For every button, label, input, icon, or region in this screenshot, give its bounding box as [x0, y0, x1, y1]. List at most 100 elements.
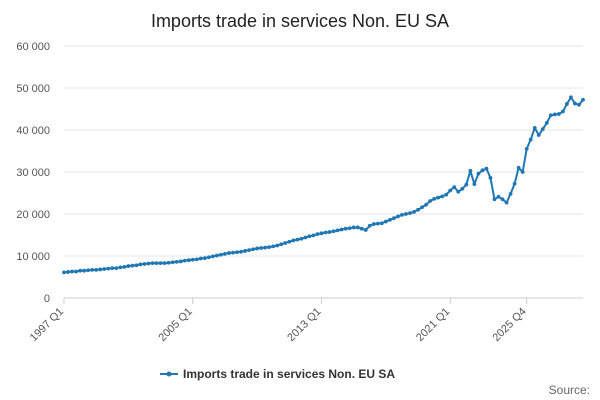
data-point[interactable] [536, 133, 541, 137]
data-point[interactable] [219, 252, 223, 257]
data-point[interactable] [548, 113, 553, 118]
data-point[interactable] [396, 214, 400, 219]
data-point[interactable] [432, 196, 437, 201]
data-point[interactable] [383, 219, 388, 224]
data-point[interactable] [416, 207, 420, 212]
data-point[interactable] [400, 212, 404, 217]
data-point[interactable] [408, 211, 412, 216]
data-point[interactable] [500, 197, 505, 202]
data-point[interactable] [122, 265, 127, 269]
data-point[interactable] [367, 223, 372, 228]
data-point[interactable] [74, 269, 78, 274]
data-point[interactable] [387, 217, 392, 222]
data-point[interactable] [243, 249, 247, 253]
data-point[interactable] [114, 266, 119, 271]
data-point[interactable] [569, 95, 573, 100]
data-point[interactable] [295, 237, 300, 242]
data-point[interactable] [508, 191, 513, 196]
data-point[interactable] [420, 205, 424, 210]
data-point[interactable] [146, 261, 151, 266]
data-point[interactable] [162, 261, 167, 266]
data-point[interactable] [404, 212, 408, 216]
data-point[interactable] [110, 266, 115, 271]
data-point[interactable] [307, 234, 312, 239]
data-point[interactable] [512, 181, 517, 186]
data-point[interactable] [223, 252, 227, 256]
data-point[interactable] [436, 195, 441, 200]
data-point[interactable] [206, 255, 211, 260]
data-point[interactable] [174, 259, 179, 264]
data-point[interactable] [577, 102, 581, 107]
data-point[interactable] [194, 257, 199, 262]
data-point[interactable] [134, 263, 139, 268]
data-point[interactable] [154, 261, 159, 266]
data-point[interactable] [476, 171, 481, 176]
data-point[interactable] [126, 264, 131, 268]
data-point[interactable] [532, 126, 537, 130]
data-point[interactable] [287, 239, 292, 244]
data-point[interactable] [86, 268, 91, 273]
data-point[interactable] [166, 260, 171, 265]
data-point[interactable] [331, 229, 336, 234]
data-point[interactable] [66, 270, 70, 274]
data-point[interactable] [359, 226, 364, 231]
data-point[interactable] [520, 170, 525, 174]
data-point[interactable] [255, 246, 260, 251]
data-point[interactable] [247, 248, 251, 253]
data-point[interactable] [496, 194, 501, 199]
data-point[interactable] [94, 267, 99, 272]
source-credit[interactable]: Source: [549, 383, 590, 397]
legend[interactable]: Imports trade in services Non. EU SA [160, 367, 395, 381]
data-point[interactable] [275, 243, 280, 248]
data-point[interactable] [428, 199, 433, 203]
data-point[interactable] [492, 197, 497, 202]
data-point[interactable] [516, 165, 521, 170]
data-point[interactable] [315, 232, 320, 237]
data-point[interactable] [371, 222, 376, 226]
data-point[interactable] [82, 268, 87, 273]
data-point[interactable] [581, 97, 585, 102]
data-point[interactable] [291, 238, 296, 243]
data-point[interactable] [472, 182, 477, 187]
data-point[interactable] [460, 186, 465, 191]
data-point[interactable] [239, 249, 243, 254]
data-point[interactable] [299, 236, 304, 241]
data-point[interactable] [98, 267, 103, 272]
data-point[interactable] [78, 268, 82, 273]
data-point[interactable] [198, 256, 203, 261]
data-point[interactable] [271, 244, 276, 249]
data-point[interactable] [323, 230, 328, 235]
data-point[interactable] [392, 216, 396, 221]
data-point[interactable] [504, 200, 509, 205]
data-point[interactable] [327, 230, 332, 234]
data-point[interactable] [263, 245, 268, 250]
data-point[interactable] [556, 112, 561, 116]
data-point[interactable] [210, 254, 215, 259]
data-point[interactable] [227, 251, 231, 255]
data-point[interactable] [235, 250, 239, 255]
data-point[interactable] [214, 253, 219, 258]
data-point[interactable] [267, 245, 272, 250]
data-point[interactable] [170, 260, 175, 265]
data-point[interactable] [283, 241, 288, 245]
data-point[interactable] [70, 269, 74, 274]
data-point[interactable] [524, 147, 529, 151]
data-point[interactable] [379, 221, 384, 226]
data-point[interactable] [448, 188, 453, 193]
data-point[interactable] [339, 227, 344, 232]
data-point[interactable] [231, 250, 235, 255]
data-point[interactable] [90, 267, 95, 272]
data-point[interactable] [186, 258, 191, 263]
data-point[interactable] [452, 185, 457, 190]
data-point[interactable] [560, 109, 565, 114]
data-point[interactable] [118, 265, 123, 270]
data-point[interactable] [540, 127, 545, 132]
data-point[interactable] [178, 259, 183, 264]
data-point[interactable] [150, 261, 155, 266]
data-point[interactable] [488, 175, 493, 180]
data-point[interactable] [182, 258, 187, 263]
data-point[interactable] [424, 202, 428, 207]
data-point[interactable] [544, 120, 549, 125]
data-point[interactable] [444, 192, 449, 197]
data-point[interactable] [464, 182, 469, 187]
